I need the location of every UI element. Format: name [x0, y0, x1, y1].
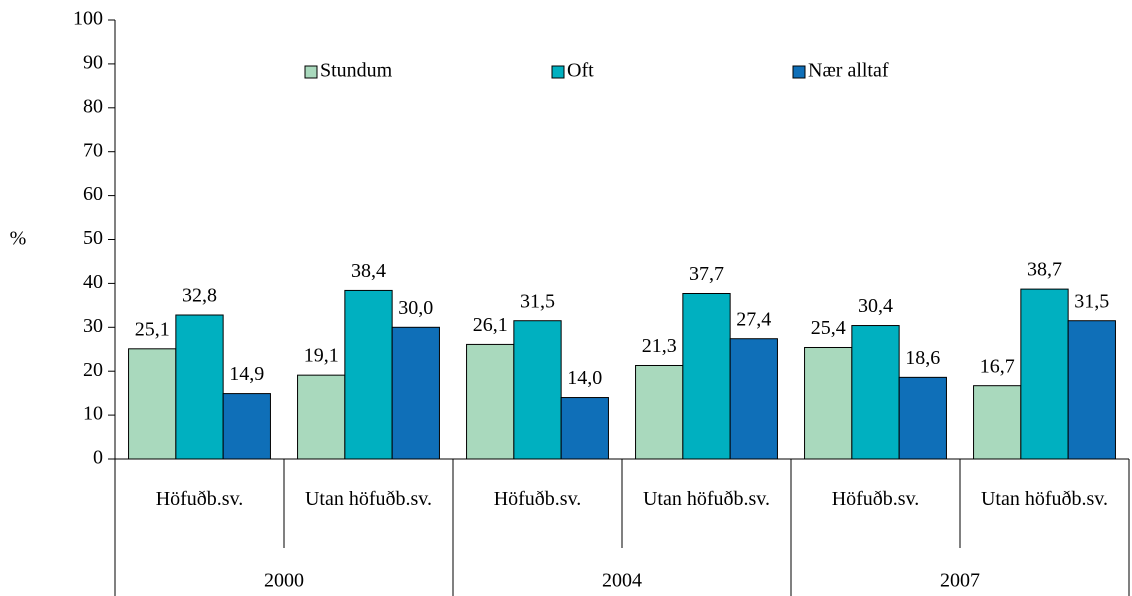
bar: [222, 393, 271, 460]
y-tick-label: 60: [83, 183, 103, 205]
data-label: 27,4: [736, 308, 771, 330]
data-label: 30,0: [398, 297, 433, 319]
legend-label: Oft: [567, 60, 594, 82]
data-label: 14,9: [229, 363, 264, 385]
bar: [1067, 320, 1116, 460]
data-label: 18,6: [905, 347, 940, 369]
y-tick-label: 0: [93, 447, 103, 469]
data-label: 21,3: [642, 335, 677, 357]
y-tick-label: 100: [73, 8, 103, 30]
bar: [513, 320, 562, 460]
data-label: 31,5: [520, 290, 555, 312]
y-tick-label: 40: [83, 271, 103, 293]
data-label: 19,1: [304, 345, 339, 367]
y-tick-label: 20: [83, 359, 103, 381]
x-group-label: 2004: [602, 570, 642, 592]
data-label: 31,5: [1074, 290, 1109, 312]
bar: [466, 343, 515, 460]
bar: [297, 374, 346, 460]
x-tick-label: Utan höfuðb.sv.: [642, 488, 771, 510]
legend-label: Nær alltaf: [808, 60, 889, 82]
data-label: 16,7: [980, 355, 1015, 377]
data-label: 37,7: [689, 263, 724, 285]
bar: [898, 376, 947, 460]
bar: [729, 338, 778, 460]
legend-swatch: [551, 65, 565, 79]
bar: [344, 289, 393, 460]
x-tick-label: Höfuðb.sv.: [831, 488, 920, 510]
x-group-label: 2000: [264, 570, 304, 592]
bar: [560, 397, 609, 460]
bar: [973, 385, 1022, 460]
y-tick-label: 50: [83, 227, 103, 249]
data-label: 25,4: [811, 317, 846, 339]
y-axis-label: %: [10, 228, 27, 250]
y-tick-label: 70: [83, 139, 103, 161]
data-label: 25,1: [135, 318, 170, 340]
x-tick-label: Utan höfuðb.sv.: [980, 488, 1109, 510]
data-label: 38,4: [351, 260, 386, 282]
data-label: 26,1: [473, 314, 508, 336]
y-tick-label: 10: [83, 403, 103, 425]
data-label: 30,4: [858, 295, 893, 317]
bar: [175, 314, 224, 460]
legend-swatch: [792, 65, 806, 79]
x-tick-label: Utan höfuðb.sv.: [304, 488, 433, 510]
bar: [391, 326, 440, 460]
legend-label: Stundum: [320, 60, 393, 82]
x-group-label: 2007: [940, 570, 980, 592]
bar: [128, 348, 177, 460]
y-tick-label: 30: [83, 315, 103, 337]
data-label: 14,0: [567, 367, 602, 389]
bar: [1020, 288, 1069, 460]
legend-swatch: [304, 65, 318, 79]
bar: [804, 346, 853, 460]
data-label: 32,8: [182, 285, 217, 307]
data-label: 38,7: [1027, 259, 1062, 281]
bar: [851, 325, 900, 460]
x-tick-label: Höfuðb.sv.: [155, 488, 244, 510]
y-tick-label: 80: [83, 95, 103, 117]
bar: [682, 292, 731, 460]
x-tick-label: Höfuðb.sv.: [493, 488, 582, 510]
bar: [635, 364, 684, 460]
y-tick-label: 90: [83, 51, 103, 73]
